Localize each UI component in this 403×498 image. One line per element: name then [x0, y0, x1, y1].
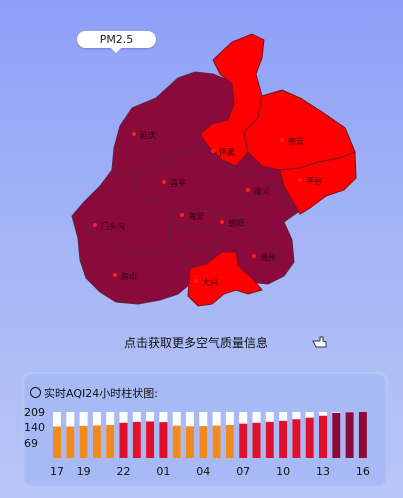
x-tick-label: 10 [276, 465, 290, 478]
district-label-chaoyang[interactable]: 朝阳 [228, 219, 244, 228]
aqi-bar-05[interactable] [212, 425, 221, 458]
aqi-chart-panel: 实时AQI24小时柱状图: 209 140 69 17 19 22 01 04 07 10 13 16 [22, 372, 388, 488]
aqi-bar-01[interactable] [159, 422, 168, 458]
aqi-bar-14[interactable] [332, 412, 341, 458]
aqi-bar-15[interactable] [345, 412, 354, 458]
district-shape-huairou[interactable] [199, 33, 265, 167]
aqi-bar-21[interactable] [106, 424, 115, 458]
aqi-bar-07[interactable] [239, 423, 248, 458]
district-label-miyun[interactable]: 密云 [288, 136, 304, 146]
aqi-bar-10[interactable] [279, 420, 288, 458]
x-tick-label: 07 [236, 465, 250, 478]
district-shape-pinggu[interactable] [279, 151, 357, 215]
chart-title: 实时AQI24小时柱状图: [30, 385, 158, 401]
district-label-huairou[interactable]: 怀柔 [219, 147, 235, 157]
x-tick-label: 19 [77, 465, 91, 478]
aqi-bar-03[interactable] [186, 426, 194, 458]
aqi-bar-18[interactable] [66, 426, 75, 458]
aqi-bar-16[interactable] [358, 412, 367, 458]
aqi-bar-06[interactable] [225, 424, 234, 458]
x-tick-label: 13 [316, 465, 330, 478]
district-borders [83, 119, 297, 269]
aqi-bar-22[interactable] [119, 422, 128, 458]
aqi-bar-19[interactable] [79, 425, 88, 458]
pointing-hand-icon[interactable] [311, 333, 329, 349]
pm25-tab[interactable]: PM2.5 [77, 31, 156, 53]
aqi-bar-08[interactable] [252, 422, 261, 458]
aqi-bar-00[interactable] [146, 421, 155, 458]
district-label-mentougou[interactable]: 门头沟 [101, 221, 125, 231]
aqi-bar-12[interactable] [305, 417, 314, 458]
y-tick-label: 209 [24, 406, 45, 419]
aqi-bar-13[interactable] [319, 415, 327, 458]
aqi-bar-23[interactable] [132, 421, 141, 458]
district-label-shunyi[interactable]: 顺义 [254, 187, 270, 196]
aqi-bar-chart: 209 140 69 17 19 22 01 04 07 10 13 16 [24, 406, 370, 478]
y-tick-label: 69 [24, 437, 38, 450]
clock-icon [30, 387, 41, 398]
district-label-yanqing[interactable]: 延庆 [140, 130, 156, 140]
district-markers: 延庆 怀柔 密云 平谷 昌平 顺义 门头沟 海淀 朝阳 通州 房山 大兴 [93, 130, 322, 287]
aqi-bar-17[interactable] [53, 426, 61, 458]
aqi-bar-09[interactable] [265, 421, 274, 458]
x-tick-label: 22 [117, 465, 131, 478]
x-tick-label: 17 [50, 465, 64, 478]
more-air-quality-link[interactable]: 点击获取更多空气质量信息 [124, 336, 269, 350]
district-label-changping[interactable]: 昌平 [170, 179, 186, 188]
y-tick-label: 140 [24, 421, 45, 434]
aqi-bar-11[interactable] [292, 419, 301, 458]
x-tick-label: 04 [196, 465, 210, 478]
district-label-fangshan[interactable]: 房山 [121, 271, 137, 281]
x-tick-label: 01 [156, 465, 170, 478]
district-label-haidian[interactable]: 海淀 [188, 211, 204, 221]
aqi-bar-20[interactable] [92, 425, 101, 458]
x-tick-label: 16 [356, 465, 370, 478]
district-label-daxing[interactable]: 大兴 [202, 277, 218, 287]
district-shape-daxing[interactable] [187, 251, 263, 307]
aqi-bar-04[interactable] [199, 426, 208, 458]
district-label-pinggu[interactable]: 平谷 [306, 177, 322, 186]
beijing-district-map: 延庆 怀柔 密云 平谷 昌平 顺义 门头沟 海淀 朝阳 通州 房山 大兴 [71, 33, 357, 307]
chart-title-text: 实时AQI24小时柱状图: [44, 387, 158, 400]
district-label-tongzhou[interactable]: 通州 [260, 252, 276, 262]
aqi-bar-02[interactable] [172, 425, 181, 458]
